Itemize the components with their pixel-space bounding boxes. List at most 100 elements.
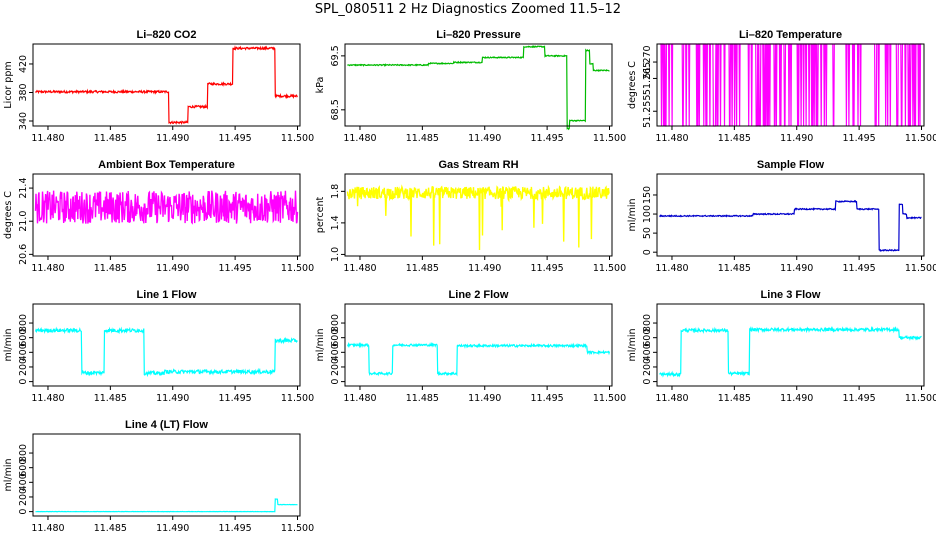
panel-sample-flow: Sample Flow ml/min 11.480 11.485 11.490 11.49… bbox=[624, 150, 936, 280]
plot-frame bbox=[32, 173, 301, 257]
series-line bbox=[35, 498, 298, 513]
x-tick-label: 11.500 bbox=[905, 393, 936, 404]
x-tick-label: 11.480 bbox=[31, 133, 64, 144]
y-axis-label: degrees C bbox=[627, 61, 638, 109]
x-tick-label: 11.495 bbox=[218, 393, 251, 404]
y-tick-label: 400 bbox=[330, 343, 341, 361]
x-tick-label: 11.490 bbox=[780, 393, 813, 404]
y-axis-label: ml/min bbox=[3, 328, 14, 361]
y-tick-label: 1.8 bbox=[330, 184, 341, 199]
y-axis-label: ml/min bbox=[627, 328, 638, 361]
y-tick-label: 400 bbox=[18, 473, 29, 491]
y-tick-label: 1.0 bbox=[330, 247, 341, 262]
y-tick-label: 800 bbox=[642, 314, 653, 332]
panel-gas-stream-rh: Gas Stream RH percent 11.480 11.485 11.490 11… bbox=[312, 150, 626, 280]
x-tick-label: 11.500 bbox=[281, 263, 314, 274]
panel-ambient-box-temperature: Ambient Box Temperature degrees C 11.480 11… bbox=[0, 150, 314, 280]
chart-line-4-lt-flow: Line 4 (LT) Flow ml/min 11.480 11.485 11.490… bbox=[3, 419, 314, 534]
x-tick-label: 11.495 bbox=[530, 393, 563, 404]
series-line bbox=[346, 341, 611, 377]
series-line bbox=[347, 45, 610, 131]
series-line bbox=[659, 199, 922, 252]
plot-frame bbox=[344, 173, 613, 257]
chart-line-2-flow: Line 2 Flow ml/min 11.480 11.485 11.490 11.49… bbox=[315, 289, 626, 404]
x-tick-label: 11.485 bbox=[94, 523, 127, 534]
y-tick-label: 51.265 bbox=[642, 62, 653, 95]
y-axis-label: ml/min bbox=[315, 328, 326, 361]
plot-frame bbox=[32, 303, 301, 387]
x-tick-label: 11.495 bbox=[530, 133, 563, 144]
x-tick-label: 11.480 bbox=[31, 263, 64, 274]
x-tick-label: 11.495 bbox=[842, 393, 875, 404]
x-tick-label: 11.490 bbox=[468, 263, 501, 274]
plot-frame bbox=[344, 303, 613, 387]
x-tick-label: 11.490 bbox=[156, 523, 189, 534]
x-tick-label: 11.480 bbox=[31, 393, 64, 404]
y-tick-label: 200 bbox=[330, 358, 341, 376]
plot-frame bbox=[32, 43, 301, 127]
x-tick-label: 11.480 bbox=[31, 523, 64, 534]
chart-title: Sample Flow bbox=[757, 159, 825, 171]
series-line bbox=[34, 45, 298, 125]
chart-line-1-flow: Line 1 Flow ml/min 11.480 11.485 11.490 11.49… bbox=[3, 289, 314, 404]
panel-li820-temperature: Li–820 Temperature degrees C 11.480 11.485 1… bbox=[624, 20, 936, 150]
series-line bbox=[659, 325, 922, 378]
x-tick-label: 11.495 bbox=[218, 523, 251, 534]
chart-title: Li–820 CO2 bbox=[137, 29, 197, 41]
panel-line-1-flow: Line 1 Flow ml/min 11.480 11.485 11.490 11.49… bbox=[0, 280, 314, 410]
x-tick-label: 11.485 bbox=[406, 133, 439, 144]
plot-frame bbox=[656, 43, 925, 127]
x-tick-label: 11.485 bbox=[406, 393, 439, 404]
x-tick-label: 11.500 bbox=[905, 133, 936, 144]
y-tick-label: 100 bbox=[642, 205, 653, 223]
x-tick-label: 11.490 bbox=[468, 133, 501, 144]
x-tick-label: 11.480 bbox=[655, 263, 688, 274]
y-axis-label: percent bbox=[315, 197, 326, 234]
chart-title: Gas Stream RH bbox=[438, 159, 518, 171]
chart-title: Line 4 (LT) Flow bbox=[125, 419, 208, 431]
x-tick-label: 11.500 bbox=[281, 523, 314, 534]
x-tick-label: 11.490 bbox=[780, 263, 813, 274]
plot-frame bbox=[344, 43, 613, 127]
plot-frame bbox=[656, 303, 925, 387]
x-tick-label: 11.490 bbox=[468, 393, 501, 404]
y-tick-label: 420 bbox=[18, 55, 29, 73]
y-tick-label: 68.5 bbox=[330, 99, 341, 120]
x-tick-label: 11.490 bbox=[156, 393, 189, 404]
y-tick-label: 200 bbox=[18, 488, 29, 506]
chart-gas-stream-rh: Gas Stream RH percent 11.480 11.485 11.490 11… bbox=[315, 159, 626, 274]
x-tick-label: 11.485 bbox=[94, 393, 127, 404]
y-tick-label: 20.6 bbox=[18, 244, 29, 265]
x-tick-label: 11.480 bbox=[343, 133, 376, 144]
x-tick-label: 11.500 bbox=[281, 393, 314, 404]
chart-title: Line 3 Flow bbox=[761, 289, 821, 301]
x-tick-label: 11.500 bbox=[905, 263, 936, 274]
x-tick-label: 11.495 bbox=[530, 263, 563, 274]
y-tick-label: 400 bbox=[18, 343, 29, 361]
y-tick-label: 0 bbox=[18, 379, 29, 385]
series-line bbox=[34, 326, 298, 378]
y-axis-label: ml/min bbox=[3, 458, 14, 491]
x-tick-label: 11.500 bbox=[593, 263, 626, 274]
y-tick-label: 600 bbox=[18, 329, 29, 347]
x-tick-label: 11.495 bbox=[842, 263, 875, 274]
y-tick-label: 200 bbox=[18, 358, 29, 376]
x-tick-label: 11.490 bbox=[156, 263, 189, 274]
x-tick-label: 11.485 bbox=[406, 263, 439, 274]
chart-title: Li–820 Temperature bbox=[739, 29, 842, 41]
x-tick-label: 11.485 bbox=[718, 393, 751, 404]
y-tick-label: 600 bbox=[642, 329, 653, 347]
chart-ambient-box-temperature: Ambient Box Temperature degrees C 11.480 11… bbox=[3, 159, 314, 274]
x-tick-label: 11.500 bbox=[593, 133, 626, 144]
y-tick-label: 50 bbox=[642, 227, 653, 239]
panel-line-2-flow: Line 2 Flow ml/min 11.480 11.485 11.490 11.49… bbox=[312, 280, 626, 410]
y-tick-label: 69.5 bbox=[330, 45, 341, 66]
plot-frame bbox=[32, 433, 301, 517]
y-axis-label: kPa bbox=[315, 77, 326, 94]
y-tick-label: 600 bbox=[18, 459, 29, 477]
y-tick-label: 21.4 bbox=[18, 178, 29, 199]
chart-li820-co2: Li–820 CO2 Licor ppm 11.480 11.485 11.490 11.… bbox=[3, 29, 314, 144]
panel-li820-pressure: Li–820 Pressure kPa 11.480 11.485 11.490 11.4… bbox=[312, 20, 626, 150]
y-tick-label: 0 bbox=[642, 379, 653, 385]
x-tick-label: 11.485 bbox=[718, 263, 751, 274]
